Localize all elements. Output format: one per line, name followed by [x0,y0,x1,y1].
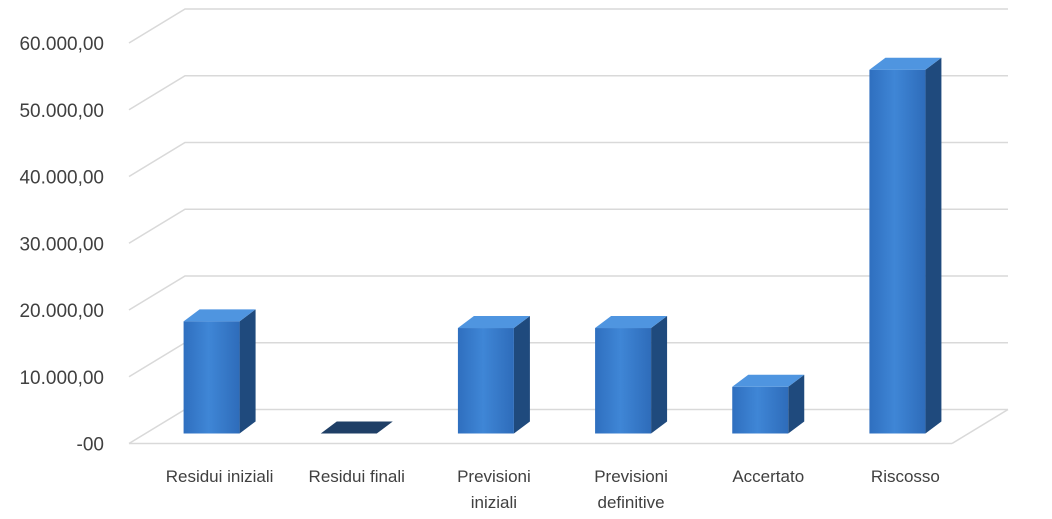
bar [183,309,256,434]
bar-front [595,328,652,434]
x-axis-categories: Residui iniziali Residui finali Previsioni… [166,467,940,512]
bar-side [239,309,256,434]
bar-top [732,374,805,387]
gridline [128,275,1008,311]
x-category-label: Residui finali [309,467,405,486]
y-tick-label: 40.000,00 [19,168,104,189]
x-category-label: Previsioni iniziali [457,467,531,512]
y-tick-label: 60.000,00 [19,34,104,55]
bar-front [869,69,926,434]
y-tick-label: 50.000,00 [19,101,104,122]
gridlines [128,8,1009,445]
bar-top [183,309,256,322]
y-axis-ticks: -00 10.000,00 20.000,00 30.000,00 40.000,00 5… [19,34,104,456]
bar-front [457,328,514,434]
bar [320,421,393,434]
bar-side [513,316,530,434]
bar [869,57,942,434]
x-category-label: Previsioni definitive [594,467,668,512]
y-tick-label: -00 [77,435,104,456]
gridline [128,141,1008,178]
bar-top [457,316,530,329]
bar [457,316,530,434]
x-category-label: Residui iniziali [166,467,274,486]
bar-top [869,57,942,70]
y-tick-label: 30.000,00 [19,234,104,255]
gridline [128,208,1008,244]
gridline [128,8,1008,44]
bars [183,57,942,434]
gridline [128,74,1008,111]
bar-side [788,374,805,434]
bar-side [925,57,942,434]
x-category-label: Accertato [732,467,804,486]
y-tick-label: 10.000,00 [19,368,104,389]
y-tick-label: 20.000,00 [19,301,104,322]
bar-side [651,316,668,434]
bar-front [183,321,240,434]
bar-top [595,316,668,329]
floor-side-edge [951,408,1009,445]
bar [595,316,668,434]
x-category-label: Riscosso [871,467,940,486]
bar-top [320,421,393,434]
bar-front [732,386,789,434]
bar [732,374,805,434]
